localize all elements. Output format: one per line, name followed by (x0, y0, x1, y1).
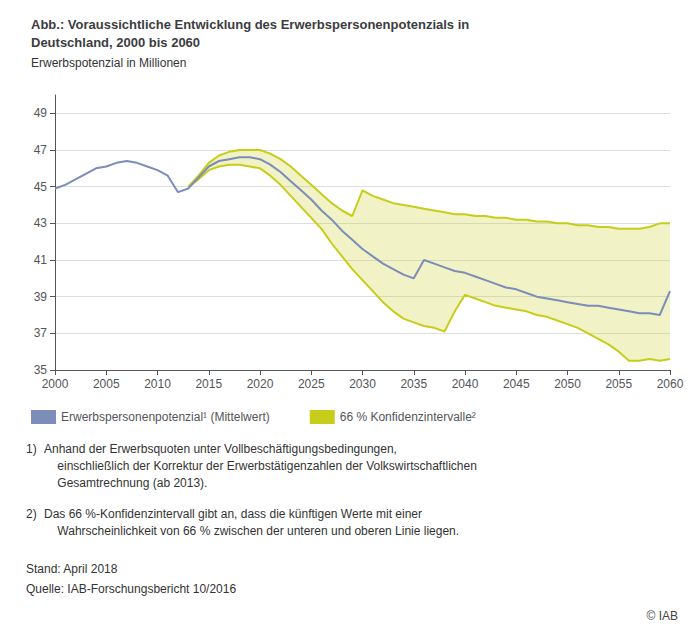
svg-text:1): 1) (26, 442, 37, 456)
svg-text:2015: 2015 (195, 377, 222, 391)
svg-text:2040: 2040 (452, 377, 479, 391)
svg-text:2045: 2045 (503, 377, 530, 391)
svg-text:Stand: April 2018: Stand: April 2018 (26, 562, 118, 576)
svg-text:49: 49 (34, 106, 48, 120)
svg-text:2020: 2020 (247, 377, 274, 391)
svg-text:Abb.: Voraussichtliche Entwick: Abb.: Voraussichtliche Entwicklung des E… (31, 17, 469, 32)
svg-text:2010: 2010 (144, 377, 171, 391)
svg-text:2005: 2005 (93, 377, 120, 391)
svg-text:2035: 2035 (400, 377, 427, 391)
svg-text:Erwerbspotenzial in Millionen: Erwerbspotenzial in Millionen (31, 56, 186, 70)
svg-text:2000: 2000 (42, 377, 69, 391)
svg-text:43: 43 (34, 216, 48, 230)
svg-text:37: 37 (34, 326, 48, 340)
svg-text:Das 66 %-Konfidenzintervall gi: Das 66 %-Konfidenzintervall gibt an, das… (44, 507, 422, 521)
svg-text:2025: 2025 (298, 377, 325, 391)
svg-text:2060: 2060 (657, 377, 684, 391)
svg-text:2030: 2030 (349, 377, 376, 391)
svg-text:2050: 2050 (554, 377, 581, 391)
svg-text:41: 41 (34, 253, 48, 267)
svg-text:2): 2) (26, 507, 37, 521)
svg-text:Erwerbspersonenpotenzial¹ (Mit: Erwerbspersonenpotenzial¹ (Mittelwert) (61, 410, 270, 424)
svg-text:© IAB: © IAB (646, 609, 678, 623)
svg-text:39: 39 (34, 290, 48, 304)
svg-text:2055: 2055 (605, 377, 632, 391)
svg-text:66 % Konfidenzintervalle²: 66 % Konfidenzintervalle² (340, 410, 476, 424)
svg-text:Deutschland, 2000 bis 2060: Deutschland, 2000 bis 2060 (31, 35, 200, 50)
svg-text:Quelle: IAB-Forschungsbericht: Quelle: IAB-Forschungsbericht 10/2016 (26, 582, 236, 596)
svg-text:Wahrscheinlichkeit von 66 % zw: Wahrscheinlichkeit von 66 % zwischen der… (44, 524, 459, 538)
svg-text:45: 45 (34, 180, 48, 194)
svg-text:Gesamtrechnung (ab 2013).: Gesamtrechnung (ab 2013). (44, 476, 207, 490)
svg-text:35: 35 (34, 363, 48, 377)
svg-text:einschließlich der Korrektur d: einschließlich der Korrektur der Erwerbs… (44, 459, 477, 473)
svg-text:Anhand der Erwerbsquoten unter: Anhand der Erwerbsquoten unter Vollbesch… (44, 442, 397, 456)
svg-text:47: 47 (34, 143, 48, 157)
